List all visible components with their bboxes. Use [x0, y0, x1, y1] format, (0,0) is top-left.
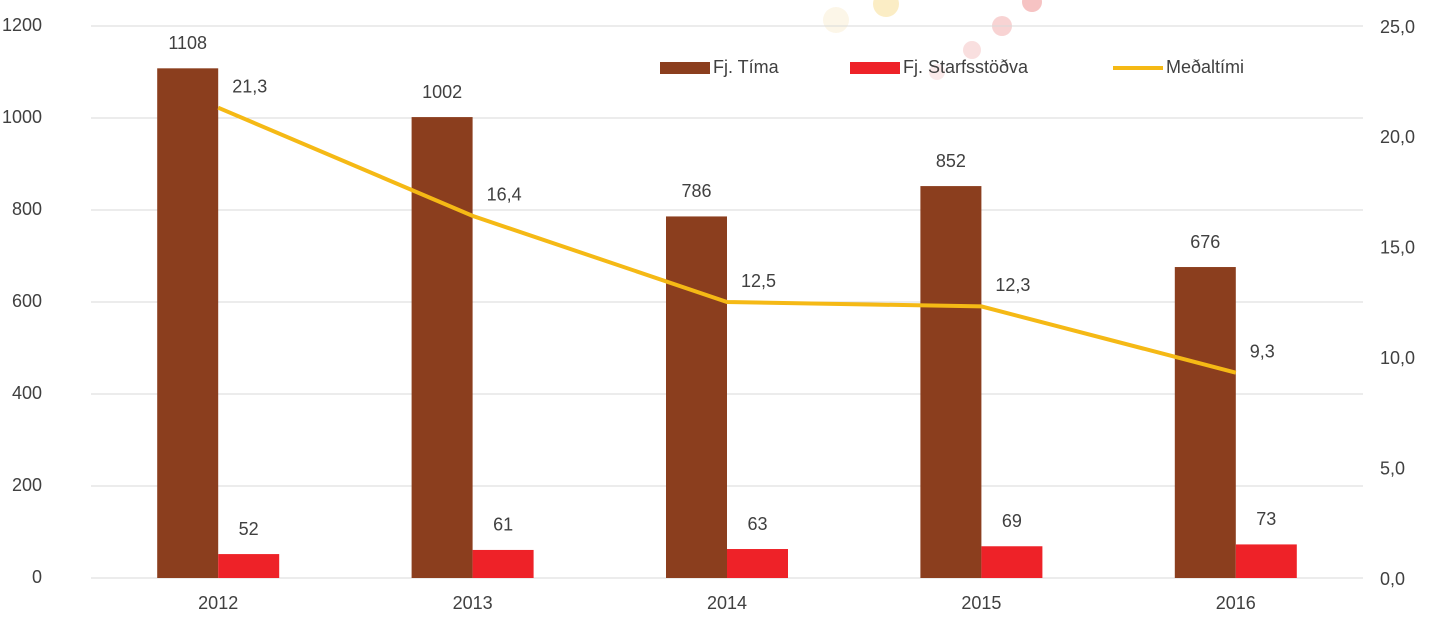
y2-tick-label: 20,0: [1380, 127, 1415, 147]
y-tick-label: 800: [12, 199, 42, 219]
bar-value-label: 1108: [168, 33, 207, 53]
line-value-label: 16,4: [487, 185, 522, 205]
legend-swatch: [660, 62, 710, 74]
bar-value-label: 61: [493, 515, 513, 535]
line-value-label: 12,3: [995, 275, 1030, 295]
y-tick-label: 0: [32, 567, 42, 587]
legend-label: Fj. Tíma: [713, 57, 780, 77]
x-tick-label: 2013: [453, 593, 493, 613]
line-value-label: 9,3: [1250, 341, 1275, 361]
y-tick-label: 200: [12, 475, 42, 495]
y-tick-label: 1200: [2, 15, 42, 35]
x-tick-label: 2014: [707, 593, 747, 613]
bar-value-label: 69: [1002, 511, 1022, 531]
y-tick-label: 400: [12, 383, 42, 403]
y2-tick-label: 0,0: [1380, 569, 1405, 589]
bar-value-label: 73: [1256, 509, 1276, 529]
y2-tick-label: 10,0: [1380, 348, 1415, 368]
y2-tick-label: 15,0: [1380, 238, 1415, 258]
bar: [1235, 544, 1297, 578]
bar: [472, 549, 534, 578]
bar: [920, 186, 982, 578]
bar: [411, 117, 473, 578]
bar: [157, 68, 219, 578]
y2-tick-label: 25,0: [1380, 17, 1415, 37]
x-tick-label: 2012: [198, 593, 238, 613]
line-value-label: 12,5: [741, 271, 776, 291]
line-value-label: 21,3: [232, 76, 267, 96]
bar-value-label: 852: [936, 151, 966, 171]
bar: [981, 546, 1043, 578]
bar: [218, 554, 280, 578]
bar-value-label: 1002: [422, 82, 462, 102]
bar-value-label: 52: [239, 519, 259, 539]
bar: [1174, 267, 1236, 578]
y-tick-label: 1000: [2, 107, 42, 127]
x-tick-label: 2015: [961, 593, 1001, 613]
bar: [666, 216, 727, 578]
x-tick-label: 2016: [1216, 593, 1256, 613]
legend-label: Fj. Starfsstöðva: [903, 57, 1029, 77]
y-tick-label: 600: [12, 291, 42, 311]
legend-swatch: [850, 62, 900, 74]
bar: [727, 549, 788, 578]
bar-value-label: 676: [1190, 232, 1220, 252]
bar-value-label: 786: [681, 181, 711, 201]
y2-tick-label: 5,0: [1380, 458, 1405, 478]
bar-value-label: 63: [747, 514, 767, 534]
line: [217, 105, 1237, 375]
legend-label: Meðaltími: [1166, 57, 1244, 77]
